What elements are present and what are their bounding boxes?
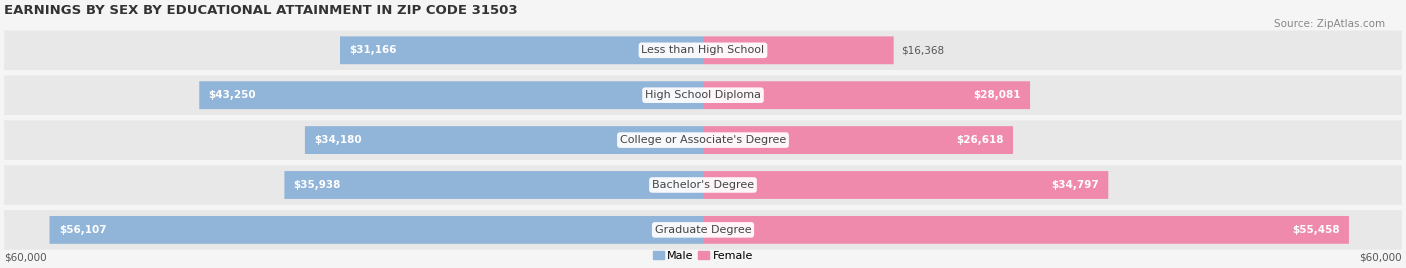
Text: $55,458: $55,458 [1292, 225, 1340, 235]
Text: $60,000: $60,000 [1360, 253, 1402, 263]
FancyBboxPatch shape [305, 126, 703, 154]
FancyBboxPatch shape [703, 126, 1014, 154]
Text: College or Associate's Degree: College or Associate's Degree [620, 135, 786, 145]
FancyBboxPatch shape [4, 75, 1402, 115]
Text: $28,081: $28,081 [973, 90, 1021, 100]
Text: $35,938: $35,938 [294, 180, 342, 190]
FancyBboxPatch shape [284, 171, 703, 199]
Text: Bachelor's Degree: Bachelor's Degree [652, 180, 754, 190]
FancyBboxPatch shape [4, 31, 1402, 70]
Text: EARNINGS BY SEX BY EDUCATIONAL ATTAINMENT IN ZIP CODE 31503: EARNINGS BY SEX BY EDUCATIONAL ATTAINMEN… [4, 4, 517, 17]
Text: Source: ZipAtlas.com: Source: ZipAtlas.com [1274, 19, 1385, 29]
Text: $56,107: $56,107 [59, 225, 107, 235]
Text: $43,250: $43,250 [208, 90, 256, 100]
FancyBboxPatch shape [4, 165, 1402, 205]
Text: $34,797: $34,797 [1052, 180, 1099, 190]
Text: $34,180: $34,180 [314, 135, 361, 145]
FancyBboxPatch shape [4, 120, 1402, 160]
Text: Less than High School: Less than High School [641, 45, 765, 55]
Text: $26,618: $26,618 [956, 135, 1004, 145]
FancyBboxPatch shape [703, 216, 1348, 244]
Text: $60,000: $60,000 [4, 253, 46, 263]
FancyBboxPatch shape [703, 36, 894, 64]
Legend: Male, Female: Male, Female [648, 246, 758, 265]
FancyBboxPatch shape [703, 171, 1108, 199]
Text: High School Diploma: High School Diploma [645, 90, 761, 100]
FancyBboxPatch shape [703, 81, 1031, 109]
FancyBboxPatch shape [340, 36, 703, 64]
Text: $31,166: $31,166 [349, 45, 396, 55]
FancyBboxPatch shape [49, 216, 703, 244]
Text: $16,368: $16,368 [901, 45, 943, 55]
FancyBboxPatch shape [200, 81, 703, 109]
Text: Graduate Degree: Graduate Degree [655, 225, 751, 235]
FancyBboxPatch shape [4, 210, 1402, 250]
